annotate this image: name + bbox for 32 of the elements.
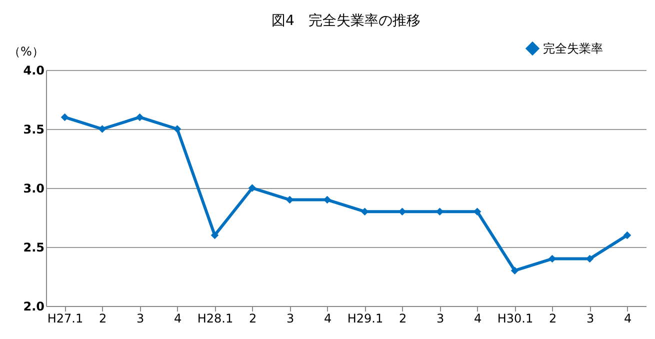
y-tick-label: 3.5 xyxy=(23,122,44,136)
x-tick-label: H28.1 xyxy=(197,312,234,326)
x-tick-label: H27.1 xyxy=(47,312,84,326)
x-tick-label: 3 xyxy=(586,312,594,326)
y-tick-label: 2.0 xyxy=(23,300,44,314)
y-axis-title: （%） xyxy=(8,44,44,58)
point xyxy=(210,231,219,240)
x-tick-label: 4 xyxy=(474,312,482,326)
point xyxy=(623,231,632,240)
x-tick-label: 3 xyxy=(286,312,294,326)
x-tick-label: 2 xyxy=(398,312,407,326)
point xyxy=(98,125,106,133)
point xyxy=(510,266,519,274)
x-tick-label: H29.1 xyxy=(347,312,384,326)
x-tick-label: 4 xyxy=(324,312,332,326)
x-tick-label: 3 xyxy=(436,312,444,326)
y-tick-label: 3.0 xyxy=(23,182,44,196)
x-tick-label: 2 xyxy=(248,312,257,326)
legend-label: 完全失業率 xyxy=(543,42,603,56)
y-tick-label: 4.0 xyxy=(23,64,44,78)
point xyxy=(60,113,69,122)
x-tick-label: 4 xyxy=(624,312,632,326)
chart-title: 図4 完全失業率の推移 xyxy=(272,13,420,29)
point xyxy=(173,125,182,133)
point xyxy=(136,113,144,122)
x-tick-label: 2 xyxy=(98,312,107,326)
x-tick-label: 3 xyxy=(136,312,144,326)
point xyxy=(248,184,256,192)
y-tick-label: 2.5 xyxy=(23,240,44,254)
x-tick-label: 2 xyxy=(548,312,557,326)
x-tick-label: H30.1 xyxy=(497,312,534,326)
x-tick-label: 4 xyxy=(174,312,182,326)
